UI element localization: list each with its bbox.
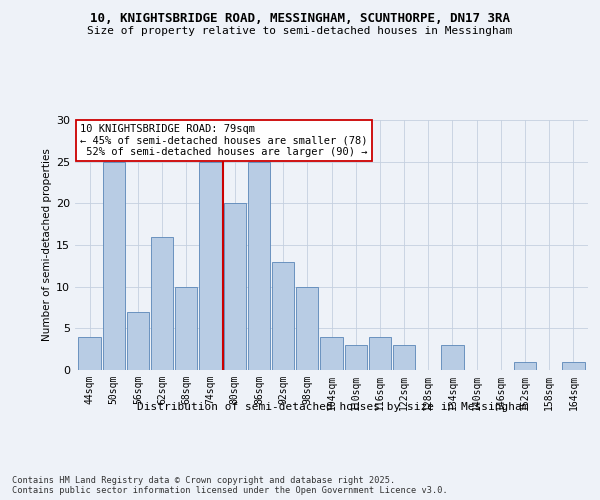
Bar: [224, 204, 246, 370]
Bar: [296, 286, 319, 370]
Bar: [248, 162, 270, 370]
Bar: [79, 336, 101, 370]
Y-axis label: Number of semi-detached properties: Number of semi-detached properties: [42, 148, 52, 342]
Text: 10, KNIGHTSBRIDGE ROAD, MESSINGHAM, SCUNTHORPE, DN17 3RA: 10, KNIGHTSBRIDGE ROAD, MESSINGHAM, SCUN…: [90, 12, 510, 26]
Bar: [127, 312, 149, 370]
Bar: [175, 286, 197, 370]
Bar: [369, 336, 391, 370]
Text: 10 KNIGHTSBRIDGE ROAD: 79sqm
← 45% of semi-detached houses are smaller (78)
 52%: 10 KNIGHTSBRIDGE ROAD: 79sqm ← 45% of se…: [80, 124, 368, 157]
Bar: [562, 362, 584, 370]
Bar: [272, 262, 294, 370]
Text: Distribution of semi-detached houses by size in Messingham: Distribution of semi-detached houses by …: [137, 402, 529, 412]
Bar: [151, 236, 173, 370]
Bar: [199, 162, 221, 370]
Text: Size of property relative to semi-detached houses in Messingham: Size of property relative to semi-detach…: [88, 26, 512, 36]
Bar: [320, 336, 343, 370]
Text: Contains HM Land Registry data © Crown copyright and database right 2025.
Contai: Contains HM Land Registry data © Crown c…: [12, 476, 448, 495]
Bar: [514, 362, 536, 370]
Bar: [344, 345, 367, 370]
Bar: [393, 345, 415, 370]
Bar: [103, 162, 125, 370]
Bar: [442, 345, 464, 370]
